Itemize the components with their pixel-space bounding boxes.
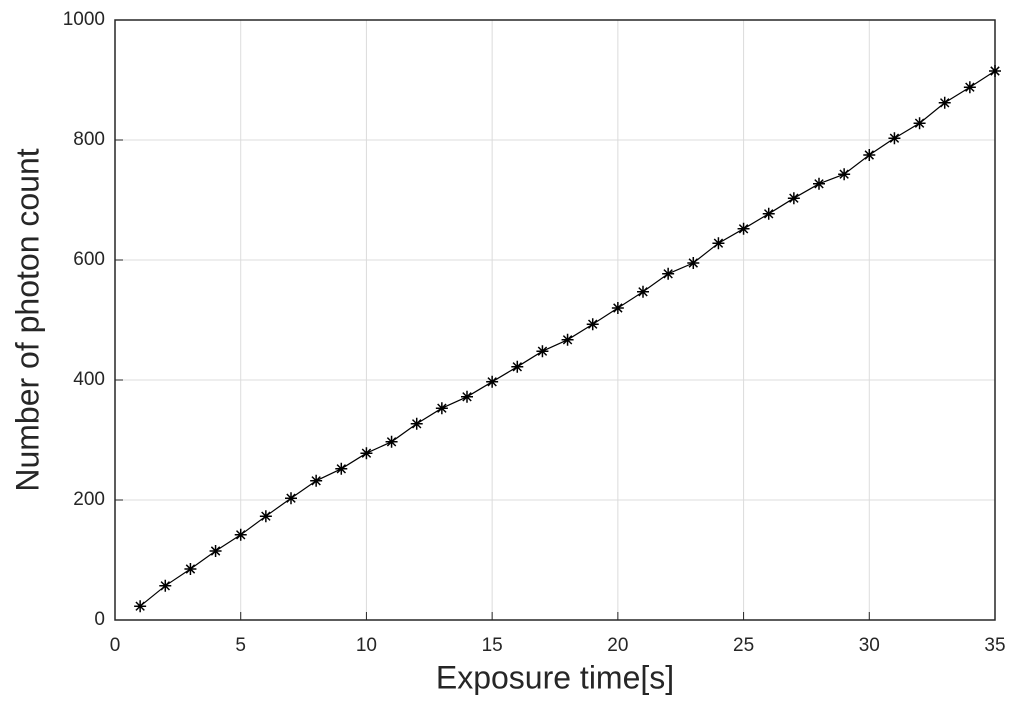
x-tick-label: 35 — [984, 635, 1005, 656]
data-point — [259, 510, 272, 523]
data-point — [989, 65, 1001, 77]
data-point — [787, 192, 800, 205]
data-point — [486, 375, 499, 388]
data-point — [712, 237, 725, 250]
data-point — [913, 117, 926, 130]
y-tick-label: 600 — [73, 249, 105, 270]
data-point — [611, 302, 624, 314]
data-point — [335, 462, 348, 475]
data-point — [586, 318, 599, 331]
x-tick-label: 5 — [235, 635, 246, 656]
data-point — [461, 390, 473, 403]
x-tick-label: 10 — [356, 635, 377, 656]
data-point — [234, 528, 247, 541]
data-point — [134, 600, 147, 613]
data-point — [687, 257, 700, 269]
data-point — [963, 81, 976, 94]
data-point — [662, 267, 675, 280]
data-point — [435, 402, 448, 415]
data-point — [310, 474, 323, 487]
data-point — [360, 447, 373, 460]
data-point — [938, 96, 951, 109]
data-point — [159, 579, 172, 592]
x-tick-label: 0 — [110, 635, 121, 656]
x-axis-label: Exposure time[s] — [436, 659, 674, 695]
y-tick-label: 1000 — [63, 9, 105, 30]
x-tick-label: 15 — [482, 635, 503, 656]
data-point — [184, 563, 197, 575]
x-tick-label: 30 — [859, 635, 880, 656]
y-tick-label: 800 — [73, 129, 105, 150]
data-point — [888, 132, 901, 145]
data-point — [561, 333, 574, 346]
y-tick-label: 0 — [94, 609, 105, 630]
data-point — [511, 360, 524, 373]
y-axis-label: Number of photon count — [9, 148, 45, 491]
data-point — [209, 545, 222, 557]
data-point — [762, 207, 775, 220]
y-tick-label: 200 — [73, 489, 105, 510]
y-tick-label: 400 — [73, 369, 105, 390]
x-tick-label: 25 — [733, 635, 754, 656]
data-point — [285, 492, 297, 505]
data-point — [863, 149, 876, 161]
data-point — [410, 417, 423, 430]
data-point — [813, 177, 825, 190]
plot-frame — [114, 19, 996, 621]
data-point — [536, 345, 549, 358]
data-point — [637, 285, 649, 298]
x-tick-label: 20 — [607, 635, 628, 656]
data-point — [385, 435, 398, 448]
data-point — [838, 168, 851, 181]
data-point — [737, 222, 750, 235]
